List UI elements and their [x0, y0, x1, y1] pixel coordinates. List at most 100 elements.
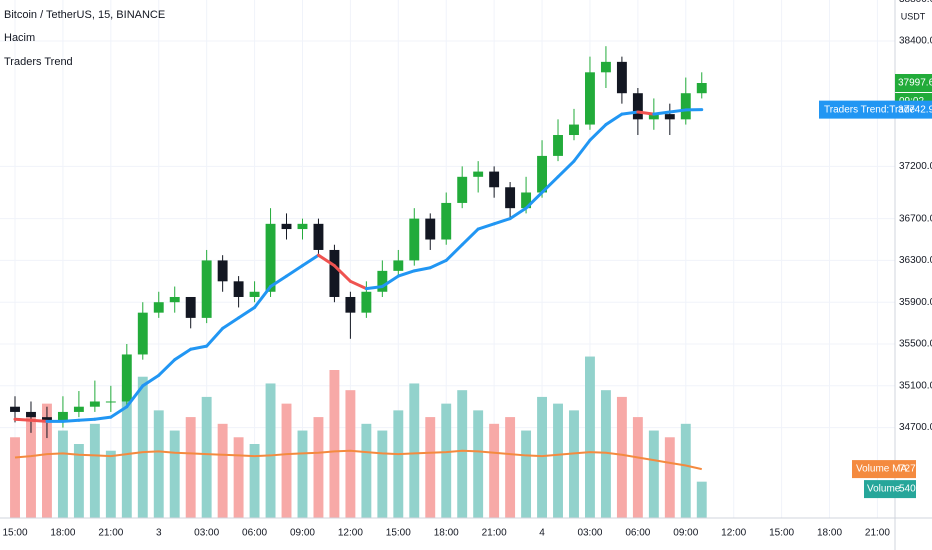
candle-body	[696, 83, 707, 94]
volume-bar	[553, 403, 563, 518]
candle-body	[153, 302, 164, 313]
candle-body	[345, 296, 356, 313]
currency-label: USDT	[901, 11, 926, 21]
trend-line	[348, 279, 368, 291]
x-tick-label: 21:00	[865, 528, 890, 539]
volume-bar	[89, 423, 100, 518]
candle-body	[89, 401, 100, 407]
x-tick-label: 15:00	[769, 528, 794, 539]
x-tick-label: 03:00	[577, 528, 602, 539]
volume-bar	[457, 390, 468, 518]
volume-value: 540	[899, 484, 916, 495]
volume-bar	[377, 430, 388, 518]
volume-bar	[281, 403, 292, 518]
x-tick-label: 21:00	[98, 528, 123, 539]
volume-bar	[313, 417, 324, 518]
x-tick-label: 18:00	[50, 528, 75, 539]
candle-body	[137, 312, 148, 355]
trend-line	[13, 417, 33, 422]
chart-title: Bitcoin / TetherUS, 15, BINANCE	[4, 9, 165, 21]
trend-line	[300, 253, 320, 268]
candle-body	[521, 192, 532, 209]
trend-line	[285, 264, 304, 278]
trend-line	[364, 285, 384, 291]
y-tick-label: 37200.00	[899, 161, 932, 172]
volume-bar	[329, 370, 340, 518]
trend-line	[29, 418, 49, 423]
volume-name: Volume	[867, 484, 901, 495]
candle-body	[329, 249, 340, 297]
y-tick-label: 38800.00	[899, 0, 932, 5]
volume-bar	[153, 410, 164, 518]
x-tick-label: 3	[156, 528, 162, 539]
volume-bar	[233, 437, 244, 518]
y-tick-label: 35500.00	[899, 339, 932, 350]
trend-line	[476, 222, 496, 231]
trend-line	[61, 418, 81, 423]
volume-bar	[409, 383, 420, 518]
volume-bar	[361, 423, 372, 518]
trend-line	[652, 110, 672, 116]
volume-bar	[249, 444, 260, 518]
candle-body	[42, 417, 52, 423]
candle-body	[664, 114, 675, 120]
candle-body	[648, 114, 659, 120]
candle-body	[361, 291, 372, 313]
candle-body	[169, 296, 180, 303]
volume-bar	[105, 450, 116, 518]
last-price-tag	[895, 74, 932, 93]
volume-bar	[489, 423, 500, 518]
trend-line	[556, 159, 576, 179]
trend-line	[588, 123, 608, 142]
candle-body	[185, 296, 196, 318]
x-tick-label: 21:00	[482, 528, 507, 539]
indicator-label: Traders Trend	[4, 56, 73, 68]
price-pane	[10, 46, 707, 439]
volume-bar	[169, 430, 180, 518]
trend-line	[77, 417, 97, 422]
y-tick-label: 35100.00	[899, 380, 932, 391]
trend-line	[316, 253, 336, 268]
trend-line	[444, 243, 464, 262]
trend-line	[620, 110, 640, 116]
trend-line	[269, 274, 289, 289]
volume-bar	[505, 417, 516, 518]
volume-bar	[425, 417, 436, 518]
trend-line	[604, 112, 624, 127]
y-tick-label: 35900.00	[899, 297, 932, 308]
volume-bar	[600, 390, 611, 518]
volume-bar	[664, 437, 675, 518]
volume-bar	[10, 437, 20, 518]
x-tick-label: 18:00	[434, 528, 459, 539]
trend-line	[412, 266, 432, 273]
candle-body	[217, 260, 228, 282]
volume-ma-value: 727	[899, 464, 916, 475]
trend-line	[157, 358, 177, 377]
x-tick-label: 15:00	[2, 528, 27, 539]
candle-body	[680, 93, 691, 120]
volume-bar	[297, 430, 308, 518]
candle-body	[265, 223, 276, 292]
x-tick-label: 18:00	[817, 528, 842, 539]
candle-body	[57, 411, 68, 423]
x-tick-label: 15:00	[386, 528, 411, 539]
candle-body	[201, 260, 212, 318]
trend-line	[93, 415, 113, 421]
candle-body	[409, 218, 420, 261]
volume-bar	[537, 396, 547, 518]
trend-line	[428, 258, 448, 270]
trend-line	[636, 110, 656, 116]
candle-body	[553, 135, 563, 156]
candle-body	[457, 176, 468, 203]
volume-bar	[648, 430, 659, 518]
x-tick-label: 09:00	[673, 528, 698, 539]
volume-bar	[185, 417, 196, 518]
volume-bar	[569, 410, 579, 518]
y-tick-label: 36700.00	[899, 213, 932, 224]
candle-body	[297, 223, 308, 230]
candle-body	[425, 218, 436, 240]
candle-body	[26, 411, 36, 418]
candle-body	[10, 406, 20, 412]
y-tick-label: 36300.00	[899, 255, 932, 266]
candle-body	[616, 61, 627, 94]
